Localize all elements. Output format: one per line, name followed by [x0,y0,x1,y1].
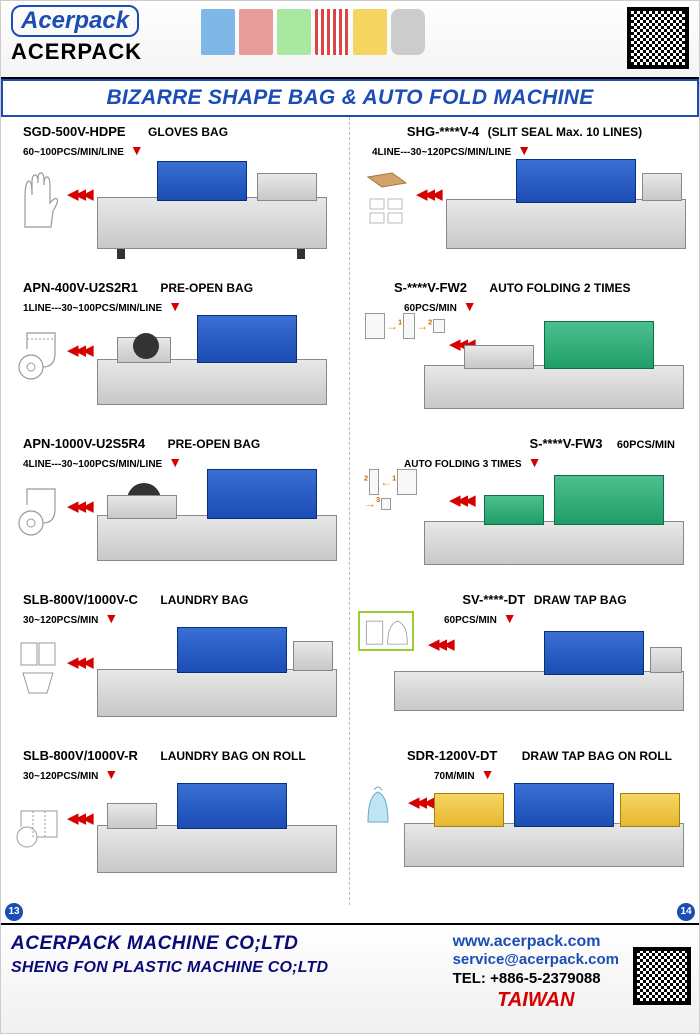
type-label: DRAW TAP BAG [534,593,627,607]
spec-label: 60PCS/MIN [444,615,497,626]
machine-image [446,153,676,261]
model-label: SDR-1200V-DT [407,748,497,763]
spec-label: 30~120PCS/MIN [23,771,98,782]
page-numbers: 13 14 [1,905,699,923]
logo: Acerpack ACERPACK [11,5,142,65]
model-label: SLB-800V/1000V-R [23,748,138,763]
machine-image [97,309,327,417]
product-s-fw3: S-****V-FW3 60PCS/MIN AUTO FOLDING 3 TIM… [354,435,695,585]
contact-block: www.acerpack.com service@acerpack.com TE… [453,933,619,1012]
fold-diagram-icon: 2←1 →3 [364,469,418,511]
sample-slit-icon [362,167,412,231]
type-label: PRE-OPEN BAG [168,437,261,451]
model-label: SLB-800V/1000V-C [23,592,138,607]
arrow-left-icon: ◀◀◀ [416,185,439,203]
tel-label: TEL: +886-5-2379088 [453,970,619,987]
model-label: SV-****-DT [462,592,525,607]
sample-drawtaproll-icon [360,771,410,835]
title-bar: BIZARRE SHAPE BAG & AUTO FOLD MACHINE [1,79,699,117]
sample-roll-icon [13,323,63,387]
website-label: www.acerpack.com [453,933,619,951]
qr-code-icon [627,7,689,69]
machine-image [394,627,624,735]
machine-image [424,465,654,573]
logo-block: ACERPACK [11,39,142,65]
spec-label: 30~120PCS/MIN [23,615,98,626]
type-label: DRAW TAP BAG ON ROLL [522,749,672,763]
type-label: 60PCS/MIN [617,439,675,451]
product-slb-800v-c: SLB-800V/1000V-C LAUNDRY BAG 30~120PCS/M… [5,591,345,741]
header-product-icons [201,9,425,55]
model-label: APN-1000V-U2S5R4 [23,436,145,451]
type-label: LAUNDRY BAG ON ROLL [160,749,305,763]
logo-script: Acerpack [11,5,139,37]
machine-image [424,309,654,417]
product-shg-v4: SHG-****V-4 (SLIT SEAL Max. 10 LINES) 4L… [354,123,695,273]
product-sv-dt: SV-****-DT DRAW TAP BAG 60PCS/MIN▼ ◀◀◀ [354,591,695,741]
machine-image [97,621,327,729]
type-label: GLOVES BAG [148,125,228,139]
qr-code-icon [633,947,691,1005]
machine-image [97,465,327,573]
arrow-left-icon: ◀◀◀ [67,497,90,515]
type-label: PRE-OPEN BAG [160,281,253,295]
product-s-fw2: S-****V-FW2 AUTO FOLDING 2 TIMES 60PCS/M… [354,279,695,429]
catalog-page: Acerpack ACERPACK BIZARRE SHAPE BAG & AU… [0,0,700,1034]
arrow-left-icon: ◀◀◀ [67,341,90,359]
sample-roll-icon [13,479,63,543]
footer: ACERPACK MACHINE CO;LTD SHENG FON PLASTI… [1,923,699,1033]
page-num-left: 13 [5,903,23,921]
header: Acerpack ACERPACK [1,1,699,79]
model-label: APN-400V-U2S2R1 [23,280,138,295]
type-label: (SLIT SEAL Max. 10 LINES) [488,125,642,139]
sample-laundry-icon [13,635,63,699]
arrow-left-icon: ◀◀◀ [67,809,90,827]
product-apn-400v: APN-400V-U2S2R1 PRE-OPEN BAG 1LINE---30~… [5,279,345,429]
type-label: LAUNDRY BAG [160,593,248,607]
machine-image [97,153,327,261]
machine-image [404,777,634,885]
machine-image [97,777,327,885]
product-apn-1000v: APN-1000V-U2S5R4 PRE-OPEN BAG 4LINE---30… [5,435,345,585]
sample-glove-icon [13,167,63,231]
page-title: BIZARRE SHAPE BAG & AUTO FOLD MACHINE [3,86,697,110]
left-column: SGD-500V-HDPE GLOVES BAG 60~100PCS/MIN/L… [1,117,350,905]
model-label: S-****V-FW3 [530,436,603,451]
model-label: SGD-500V-HDPE [23,124,126,139]
arrow-down-icon: ▼ [503,610,517,626]
product-slb-800v-r: SLB-800V/1000V-R LAUNDRY BAG ON ROLL 30~… [5,747,345,897]
arrow-left-icon: ◀◀◀ [67,653,90,671]
country-label: TAIWAN [453,989,619,1012]
type-label: AUTO FOLDING 2 TIMES [489,281,630,295]
right-column: SHG-****V-4 (SLIT SEAL Max. 10 LINES) 4L… [350,117,699,905]
product-sgd-500v: SGD-500V-HDPE GLOVES BAG 60~100PCS/MIN/L… [5,123,345,273]
model-label: SHG-****V-4 [407,124,479,139]
arrow-left-icon: ◀◀◀ [67,185,90,203]
product-grid: SGD-500V-HDPE GLOVES BAG 60~100PCS/MIN/L… [1,117,699,905]
page-num-right: 14 [677,903,695,921]
product-sdr-1200v: SDR-1200V-DT DRAW TAP BAG ON ROLL 70M/MI… [354,747,695,897]
email-label: service@acerpack.com [453,951,619,968]
model-label: S-****V-FW2 [394,280,467,295]
sample-laundryroll-icon [13,791,63,855]
